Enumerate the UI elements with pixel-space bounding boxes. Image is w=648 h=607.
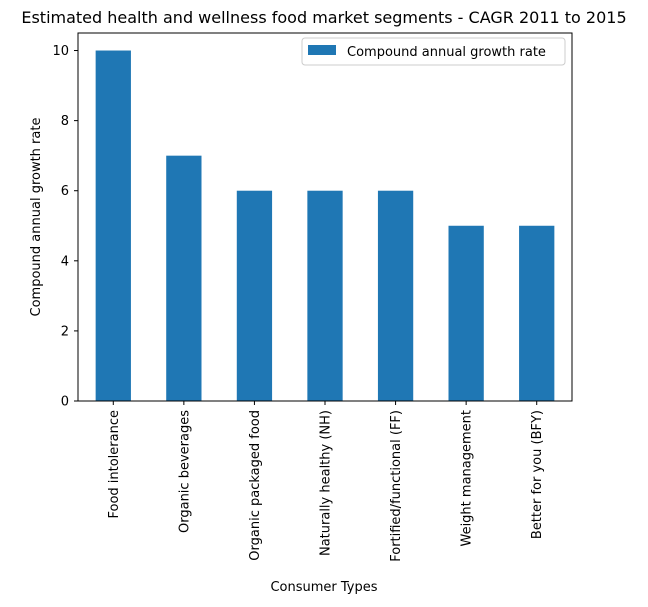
bar xyxy=(519,225,555,401)
bars-layer xyxy=(95,50,555,402)
x-tick-label: Organic packaged food xyxy=(248,410,263,561)
bar xyxy=(377,190,414,401)
legend-frame xyxy=(301,37,566,66)
y-tick-label: 8 xyxy=(61,114,69,129)
y-tick-label: 4 xyxy=(61,254,69,269)
x-tick-label: Naturally healthy (NH) xyxy=(319,410,334,556)
bar xyxy=(236,190,273,401)
y-tick-label: 10 xyxy=(52,44,69,59)
x-tick-label: Food intolerance xyxy=(107,410,122,519)
legend-label: Compound annual growth rate xyxy=(347,45,546,60)
x-tick-label: Better for you (BFY) xyxy=(530,410,545,539)
chart-title: Estimated health and wellness food marke… xyxy=(21,8,626,27)
y-axis: 0 2 4 6 8 10 xyxy=(52,44,78,410)
y-tick-label: 0 xyxy=(61,395,69,410)
y-axis-label: Compound annual growth rate xyxy=(29,118,44,317)
bar xyxy=(95,50,131,402)
x-tick-label: Organic beverages xyxy=(177,410,192,533)
y-tick-label: 2 xyxy=(61,324,69,339)
bar xyxy=(166,155,202,401)
x-tick-label: Fortified/functional (FF) xyxy=(389,410,404,562)
x-axis-label: Consumer Types xyxy=(270,580,377,595)
legend-swatch xyxy=(308,45,336,55)
bar xyxy=(307,190,343,401)
bar xyxy=(448,225,484,401)
legend: Compound annual growth rate xyxy=(301,37,566,66)
x-tick-label: Weight management xyxy=(460,410,475,547)
x-axis: Food intolerance Organic beverages Organic… xyxy=(107,401,545,562)
y-tick-label: 6 xyxy=(61,184,69,199)
